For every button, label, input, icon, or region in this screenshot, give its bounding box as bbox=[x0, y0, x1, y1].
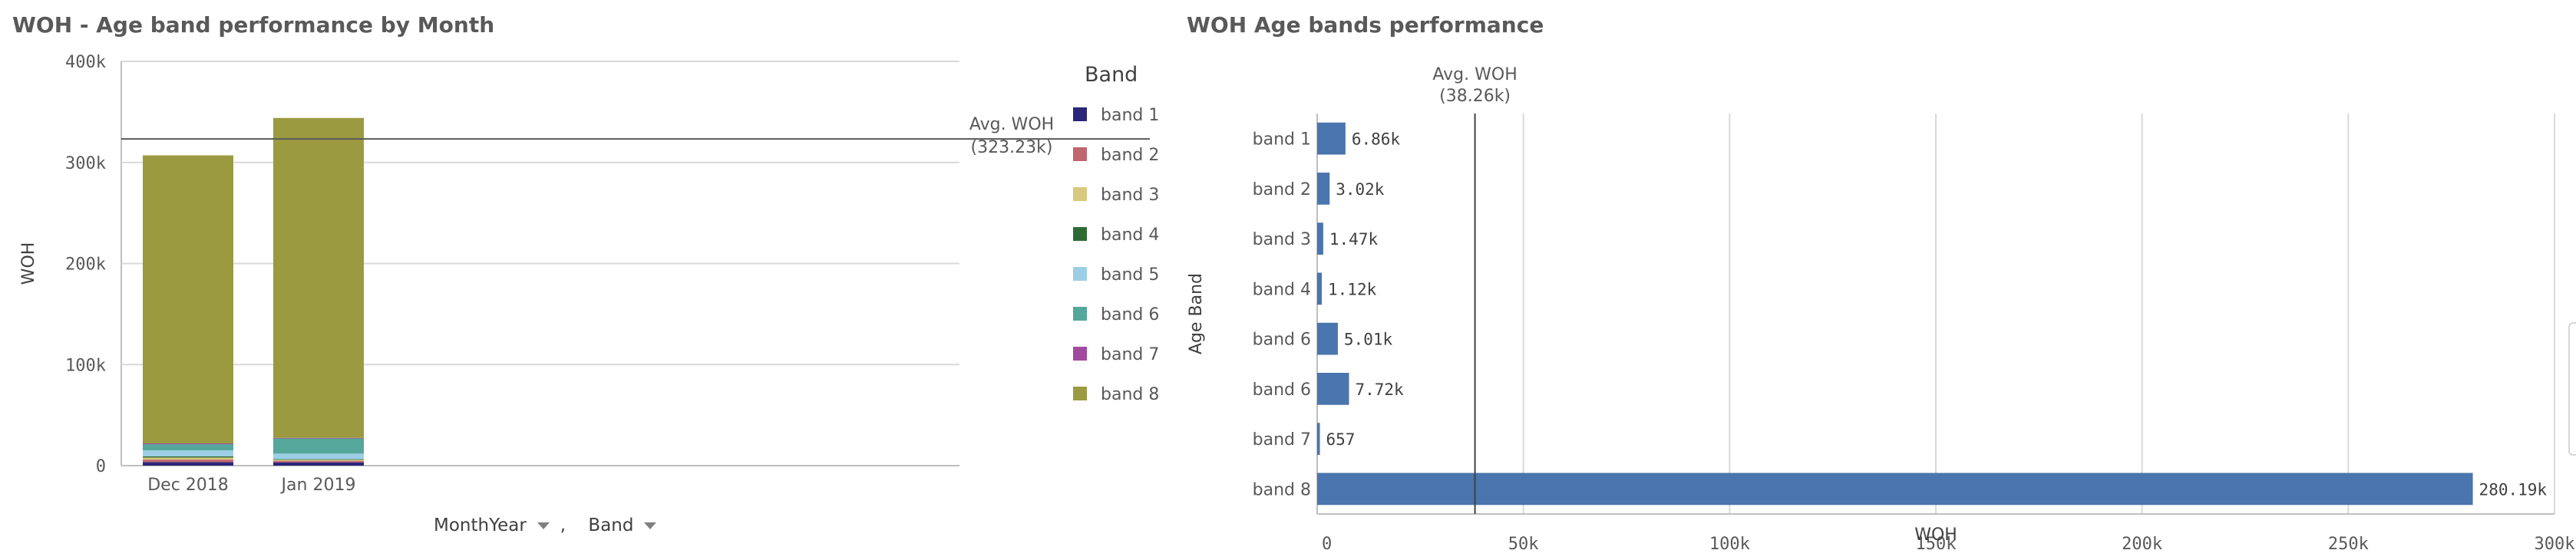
legend-title: Band bbox=[1085, 63, 1138, 87]
legend-item-label: band 7 bbox=[1101, 345, 1159, 364]
y-tick-label: 200k bbox=[65, 255, 106, 275]
bar-segment-band-1 bbox=[273, 462, 364, 466]
data-label: 7.72k bbox=[1355, 380, 1404, 399]
bar-segment-band-6 bbox=[273, 438, 364, 454]
data-label: 280.19k bbox=[2479, 480, 2548, 499]
bar-segment-band-3 bbox=[143, 457, 233, 460]
y-tick-label: 100k bbox=[65, 356, 106, 375]
data-label: 5.01k bbox=[1344, 331, 1393, 349]
bar bbox=[1317, 322, 1338, 355]
x-tick-label: Jan 2019 bbox=[280, 476, 356, 495]
right-chart-title: WOH Age bands performance bbox=[1187, 12, 1544, 38]
bar bbox=[1317, 122, 1346, 155]
legend-swatch bbox=[1073, 307, 1087, 321]
horizontal-bar-chart[interactable]: 0 50k 100k 150k 200k 250k 300k band 1 6.86k band … bbox=[1167, 0, 2576, 560]
dimension-separator: , bbox=[560, 516, 566, 535]
data-label: 3.02k bbox=[1336, 180, 1385, 199]
y-tick-label: band 4 bbox=[1253, 280, 1311, 299]
y-tick-label: band 6 bbox=[1253, 380, 1311, 400]
left-chart-title: WOH - Age band performance by Month bbox=[12, 12, 495, 38]
y-axis-title: WOH bbox=[19, 242, 38, 285]
legend-item-label: band 4 bbox=[1101, 226, 1159, 245]
y-tick-label: 300k bbox=[65, 154, 106, 173]
bar bbox=[1317, 172, 1330, 205]
bar-segment-band-8 bbox=[143, 155, 233, 444]
x-axis-title: WOH bbox=[1914, 525, 1957, 545]
x-tick-label: 50k bbox=[1508, 535, 1539, 554]
y-tick-label: band 1 bbox=[1253, 130, 1311, 150]
y-axis-title: Age Band bbox=[1187, 273, 1206, 354]
y-tick-label: 400k bbox=[65, 53, 106, 72]
legend-swatch bbox=[1073, 267, 1087, 281]
y-tick-label: band 6 bbox=[1253, 331, 1311, 350]
y-tick-label: 0 bbox=[96, 457, 106, 476]
legend-swatch bbox=[1073, 147, 1087, 161]
reference-line-label: Avg. WOH bbox=[1432, 65, 1517, 84]
data-label: 1.12k bbox=[1328, 280, 1377, 298]
chevron-down-icon[interactable] bbox=[644, 522, 657, 529]
x-tick-label: 150k bbox=[1916, 535, 1957, 554]
dimension-band[interactable]: Band bbox=[588, 516, 634, 535]
stacked-bar-chart[interactable]: 0 100k 200k 300k 400k WOH Dec 2018 Jan 2019 Avg.… bbox=[0, 0, 1159, 560]
bar-segment-band-5 bbox=[143, 450, 233, 456]
x-tick-label: 0 bbox=[1322, 535, 1332, 554]
dimension-monthyear[interactable]: MonthYear bbox=[434, 516, 527, 535]
legend-swatch bbox=[1073, 107, 1087, 121]
bar bbox=[1317, 272, 1323, 305]
legend-item-label: band 5 bbox=[1101, 265, 1159, 285]
y-tick-label: band 3 bbox=[1253, 230, 1311, 249]
chevron-down-icon[interactable] bbox=[537, 522, 550, 529]
bar-segment-band-5 bbox=[273, 453, 364, 460]
bar-segment-band-6 bbox=[143, 444, 233, 450]
x-tick-label: 300k bbox=[2535, 535, 2575, 554]
y-tick-label: band 7 bbox=[1253, 430, 1311, 450]
reference-line-value: (323.23k) bbox=[971, 138, 1053, 157]
bar-segment-band-7 bbox=[143, 443, 233, 445]
bar bbox=[1317, 222, 1323, 255]
bar-segment-band-2 bbox=[143, 460, 233, 463]
legend-item-label: band 8 bbox=[1101, 385, 1159, 404]
legend-swatch bbox=[1073, 227, 1087, 241]
resize-handle[interactable] bbox=[2568, 322, 2576, 456]
reference-line-value: (38.26k) bbox=[1439, 87, 1511, 106]
y-tick-label: band 2 bbox=[1253, 180, 1311, 199]
bar bbox=[1317, 423, 1320, 456]
data-label: 6.86k bbox=[1352, 130, 1401, 149]
legend-swatch bbox=[1073, 187, 1087, 201]
right-chart-panel: WOH Age bands performance 0 50k 100k 150k 20… bbox=[1167, 0, 2576, 560]
data-label: 1.47k bbox=[1329, 230, 1379, 249]
legend-swatch bbox=[1073, 347, 1087, 361]
bar-segment-band-1 bbox=[143, 462, 233, 466]
left-chart-panel: WOH - Age band performance by Month 0 100… bbox=[0, 0, 1159, 560]
legend-item-label: band 3 bbox=[1101, 186, 1159, 205]
data-label: 657 bbox=[1326, 430, 1356, 449]
legend-item-label: band 1 bbox=[1101, 106, 1159, 125]
bar-segment-band-8 bbox=[273, 117, 364, 438]
x-tick-label: 100k bbox=[1709, 535, 1750, 554]
bar-segment-band-2 bbox=[273, 460, 364, 463]
y-tick-label: band 8 bbox=[1253, 480, 1311, 499]
bar bbox=[1317, 372, 1349, 405]
x-tick-label: 200k bbox=[2122, 535, 2162, 554]
x-tick-label: Dec 2018 bbox=[147, 476, 229, 495]
legend-item-label: band 6 bbox=[1101, 305, 1159, 324]
bar-segment-band-7 bbox=[273, 437, 364, 439]
legend-swatch bbox=[1073, 387, 1087, 400]
bar bbox=[1317, 473, 2473, 506]
reference-line-label: Avg. WOH bbox=[969, 115, 1054, 134]
x-tick-label: 250k bbox=[2328, 535, 2369, 554]
dimension-selector: MonthYear, Band bbox=[434, 516, 667, 535]
legend-item-label: band 2 bbox=[1101, 146, 1159, 165]
bar-segment-band-4 bbox=[143, 456, 233, 458]
